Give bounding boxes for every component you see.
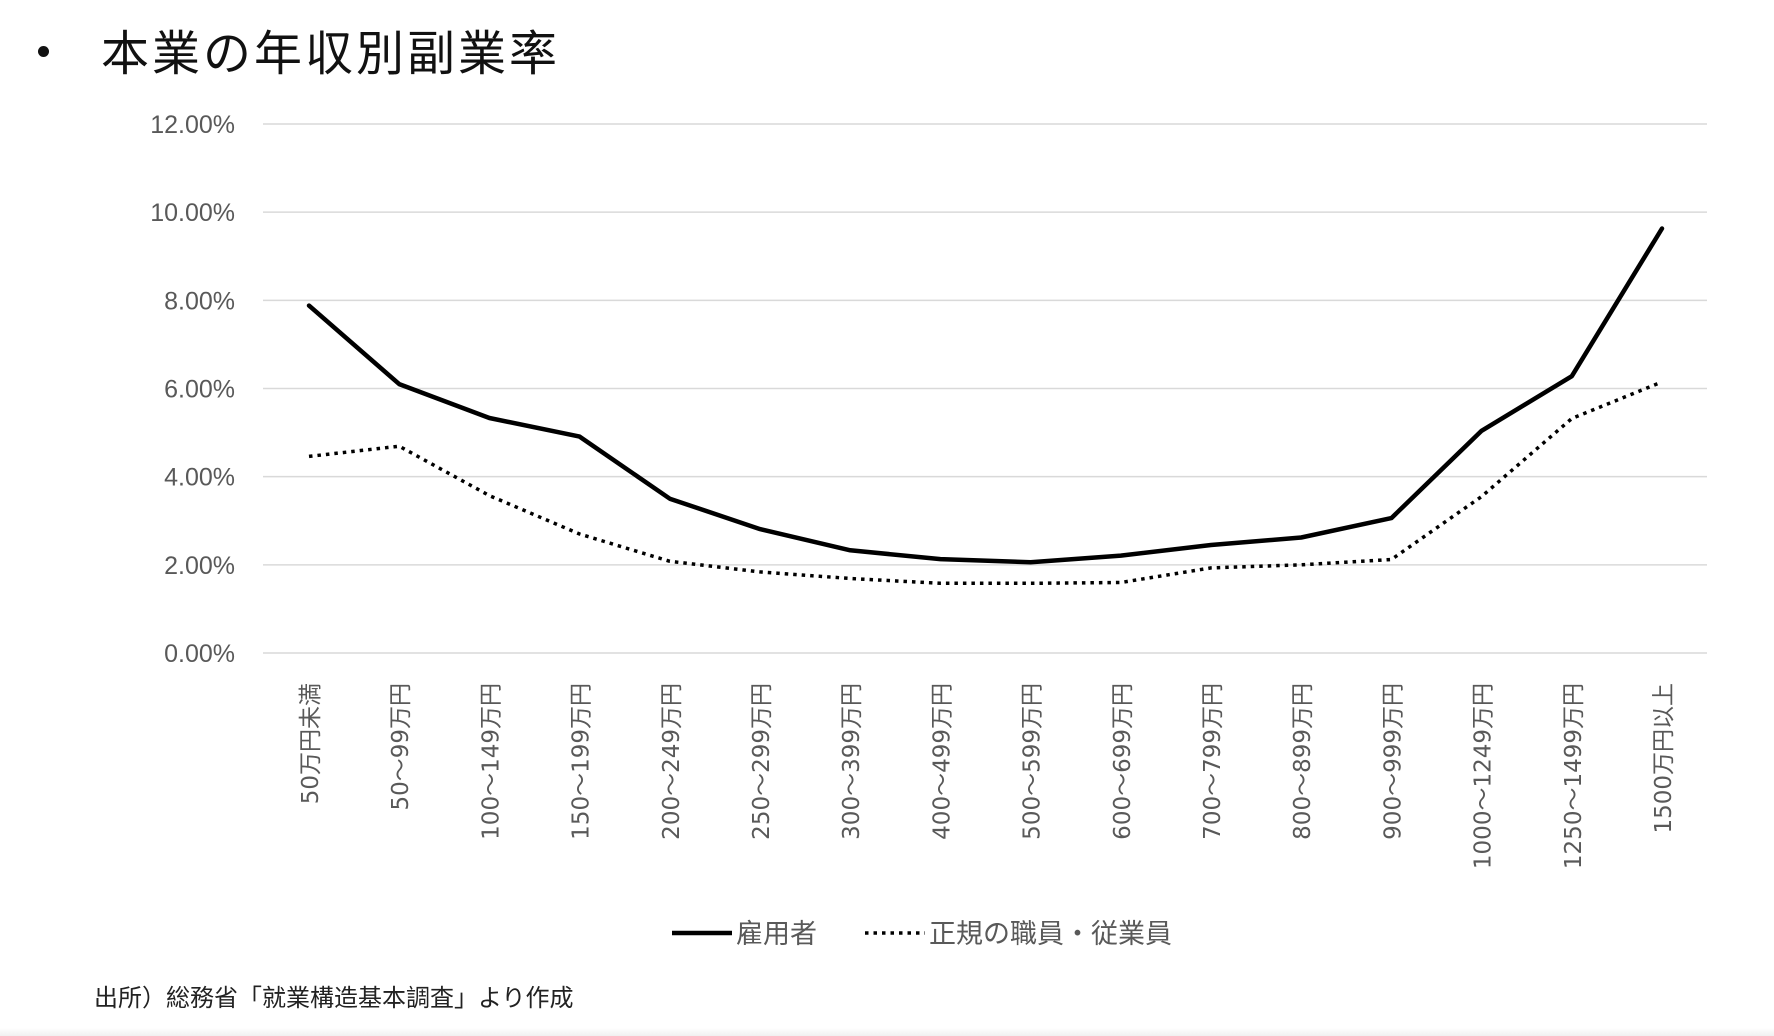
x-tick-label: 50万円未満 [298,683,324,804]
slide-title: 本業の年収別副業率 [38,14,560,84]
legend: 雇用者 正規の職員・従業員 [672,919,1172,950]
bullet-icon [38,45,49,57]
x-tick-label: 300～399万円 [839,683,865,840]
legend-label-2: 正規の職員・従業員 [929,919,1172,950]
x-tick-label: 400～499万円 [929,683,955,840]
y-tick-label: 6.00% [164,376,235,404]
x-tick-label: 200～249万円 [659,683,685,840]
x-tick-label: 1250～1499万円 [1561,683,1587,869]
x-tick-label: 150～199万円 [569,683,595,840]
y-tick-label: 0.00% [164,640,235,668]
y-axis-tick-labels: 0.00% 2.00% 4.00% 6.00% 8.00% 10.00% 12.00% [150,111,235,668]
gridlines [263,123,1707,654]
y-tick-label: 2.00% [164,552,235,580]
x-tick-label: 500～599万円 [1020,683,1046,840]
x-tick-label: 800～899万円 [1290,683,1316,840]
x-tick-label: 700～799万円 [1200,683,1226,840]
series-line-1 [306,226,1665,565]
x-tick-label: 900～999万円 [1380,683,1406,840]
y-tick-label: 8.00% [164,287,235,315]
legend-label-1: 雇用者 [736,919,817,950]
y-tick-label: 10.00% [150,199,235,227]
bottom-shadow [0,1028,1774,1036]
x-tick-label: 100～149万円 [478,683,504,840]
x-tick-label: 1500万円以上 [1651,683,1677,834]
slide-title-text: 本業の年収別副業率 [101,26,561,82]
x-axis-tick-labels: 50万円未満 50～99万円 100～149万円 150～199万円 200～249万円… [298,683,1677,869]
x-tick-label: 250～299万円 [749,683,775,840]
x-tick-label: 50～99万円 [388,683,414,811]
y-tick-label: 4.00% [164,464,235,492]
x-tick-label: 1000～1249万円 [1471,683,1497,869]
series-line-2 [308,380,1663,586]
series-lines [306,226,1665,586]
source-note: 出所）総務省「就業構造基本調査」より作成 [94,984,574,1012]
x-tick-label: 600～699万円 [1110,683,1136,840]
y-tick-label: 12.00% [150,111,235,139]
